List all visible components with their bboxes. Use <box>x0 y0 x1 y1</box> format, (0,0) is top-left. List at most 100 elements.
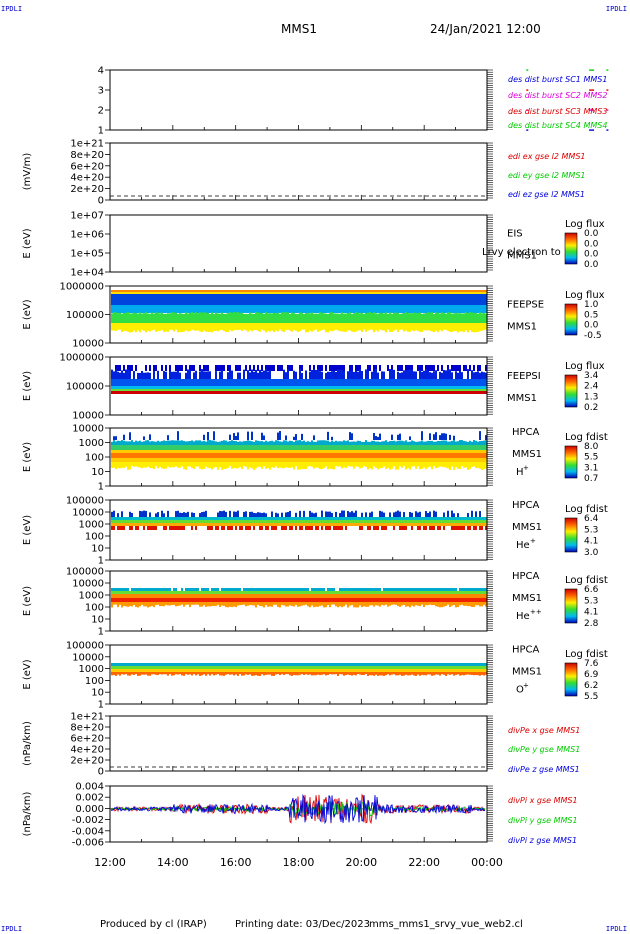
panel-hpca_he-pixel <box>249 517 251 520</box>
panel-hpca_h-pixel <box>345 453 347 458</box>
panel-hpca_h-pixel <box>169 462 171 468</box>
panel-hpca_h-pixel <box>117 445 119 450</box>
panel-hpca_h-pixel <box>123 450 125 453</box>
panel-feepsi-pixel <box>481 371 483 379</box>
panel-hpca_he-pixel <box>361 526 363 530</box>
panel-hpca_h-pixel <box>119 445 121 450</box>
panel-feepse-pixel <box>471 294 473 305</box>
panel-hpca_h-pixel <box>201 453 203 458</box>
panel-feepse-pixel <box>135 294 137 305</box>
panel-hpca_he-pixel <box>223 517 225 520</box>
panel-feepsi-pixel <box>291 365 293 371</box>
panel-feepsi-pixel <box>373 386 375 389</box>
panel-feepsi-pixel <box>249 391 251 394</box>
panel-hpca_he-pixel <box>359 520 361 523</box>
panel-hpca_h-pixel <box>421 445 423 450</box>
panel-hpca_he-pixel <box>343 520 345 523</box>
panel-hpca_he-pixel <box>365 523 367 526</box>
panel-feepsi-pixel <box>465 391 467 394</box>
panel-hpca_hepp-pixel <box>137 598 139 602</box>
panel-hpca_h-pixel <box>255 462 257 469</box>
panel-feepsi-pixel <box>355 379 357 386</box>
panel-feepse-pixel <box>201 323 203 333</box>
panel-hpca_h-pixel <box>319 440 321 445</box>
panel-hpca_h-pixel <box>175 440 177 445</box>
panel-hpca_he-pixel <box>159 520 161 523</box>
panel-feepsi-pixel <box>243 386 245 389</box>
panel-hpca_h-pixel <box>269 450 271 453</box>
panel-feepsi-pixel <box>291 391 293 394</box>
panel-hpca_h-pixel <box>125 450 127 453</box>
panel-feepsi-pixel <box>153 379 155 386</box>
panel-hpca_he-pixel <box>147 523 149 526</box>
panel-hpca_hepp-pixel <box>199 598 201 602</box>
panel-feepse-pixel <box>383 323 385 331</box>
panel-feepsi-pixel <box>147 391 149 394</box>
panel-hpca_he-pixel <box>369 520 371 523</box>
panel-hpca_hepp-pixel <box>151 602 153 607</box>
panel-hpca_hepp-pixel <box>149 591 151 594</box>
panel-feepse-pixel <box>419 292 421 294</box>
panel-feepse-pixel <box>227 313 229 323</box>
panel-hpca_h-pixel <box>467 450 469 453</box>
panel-hpca_h-pixel <box>467 441 469 445</box>
panel-feepse-pixel <box>389 323 391 332</box>
panel-feepse-pixel <box>467 294 469 305</box>
panel-feepse-pixel <box>311 323 313 332</box>
panel-hpca_hepp-pixel <box>157 588 159 591</box>
panel-hpca_h-pixel <box>293 453 295 458</box>
panel-hpca_h-pixel <box>145 462 147 468</box>
panel-hpca_h-pixel <box>235 445 237 450</box>
panel-feepsi-pixel <box>177 370 179 379</box>
panel-hpca_hepp-pixel <box>199 594 201 598</box>
panel-feepsi-pixel <box>429 365 431 371</box>
panel-feepse-pixel <box>261 294 263 305</box>
panel-feepse-pixel <box>273 292 275 294</box>
panel-feepse-pixel <box>371 312 373 323</box>
panel-hpca_he-pixel <box>223 510 225 517</box>
panel-feepse-pixel <box>383 292 385 294</box>
panel-hpca_he-pixel <box>189 523 191 526</box>
panel-hpca_h-pixel <box>291 453 293 458</box>
panel-hpca_hepp-pixel <box>171 591 173 594</box>
panel-feepse-pixel <box>157 305 159 313</box>
panel-hpca_h-pixel <box>457 445 459 450</box>
panel-feepsi-pixel <box>195 391 197 394</box>
panel-hpca_h-pixel <box>395 462 397 470</box>
panel-feepse-pixel <box>135 292 137 294</box>
panel-hpca_hepp-pixel <box>133 588 135 591</box>
panel-hpca_he-pixel <box>377 517 379 520</box>
panel-feepse-pixel <box>319 292 321 294</box>
panel-feepse-pixel <box>223 313 225 323</box>
panel-feepse-pixel <box>149 313 151 323</box>
panel-hpca_h-pixel <box>439 462 441 467</box>
panel-feepsi-pixel <box>205 391 207 394</box>
panel-feepsi-pixel <box>259 386 261 389</box>
panel-hpca_he-pixel <box>309 517 311 520</box>
panel-feepsi-pixel <box>181 386 183 389</box>
panel-feepse-pixel <box>409 305 411 313</box>
panel-feepse-pixel <box>299 312 301 323</box>
panel-hpca_he-pixel <box>285 517 287 520</box>
panel-hpca_hepp-pixel <box>245 588 247 591</box>
panel-feepse-pixel <box>257 294 259 305</box>
panel-hpca_h-pixel <box>227 441 229 445</box>
panel-hpca_h-pixel <box>373 453 375 458</box>
panel-hpca_h-colorbar-tick-label: 0.7 <box>584 474 598 484</box>
panel-hpca_hepp-pixel <box>207 602 209 607</box>
panel-feepse-pixel <box>163 313 165 323</box>
panel-feepsi-pixel <box>147 379 149 386</box>
panel-hpca_he-pixel <box>263 517 265 520</box>
panel-feepse-pixel <box>461 323 463 332</box>
panel-feepsi-pixel <box>233 391 235 394</box>
panel-feepse-pixel <box>435 312 437 323</box>
panel-hpca_he-pixel <box>235 520 237 523</box>
panel-feepse-pixel <box>121 290 123 292</box>
panel-feepsi-pixel <box>441 389 443 391</box>
panel-hpca_h-pixel <box>295 445 297 450</box>
panel-feepsi-pixel <box>115 369 117 379</box>
panel-feepsi-pixel <box>197 391 199 394</box>
panel-feepsi-pixel <box>461 391 463 394</box>
panel-hpca_he-y-tick-label: 1000 <box>79 520 104 531</box>
panel-feepsi-pixel <box>475 372 477 379</box>
